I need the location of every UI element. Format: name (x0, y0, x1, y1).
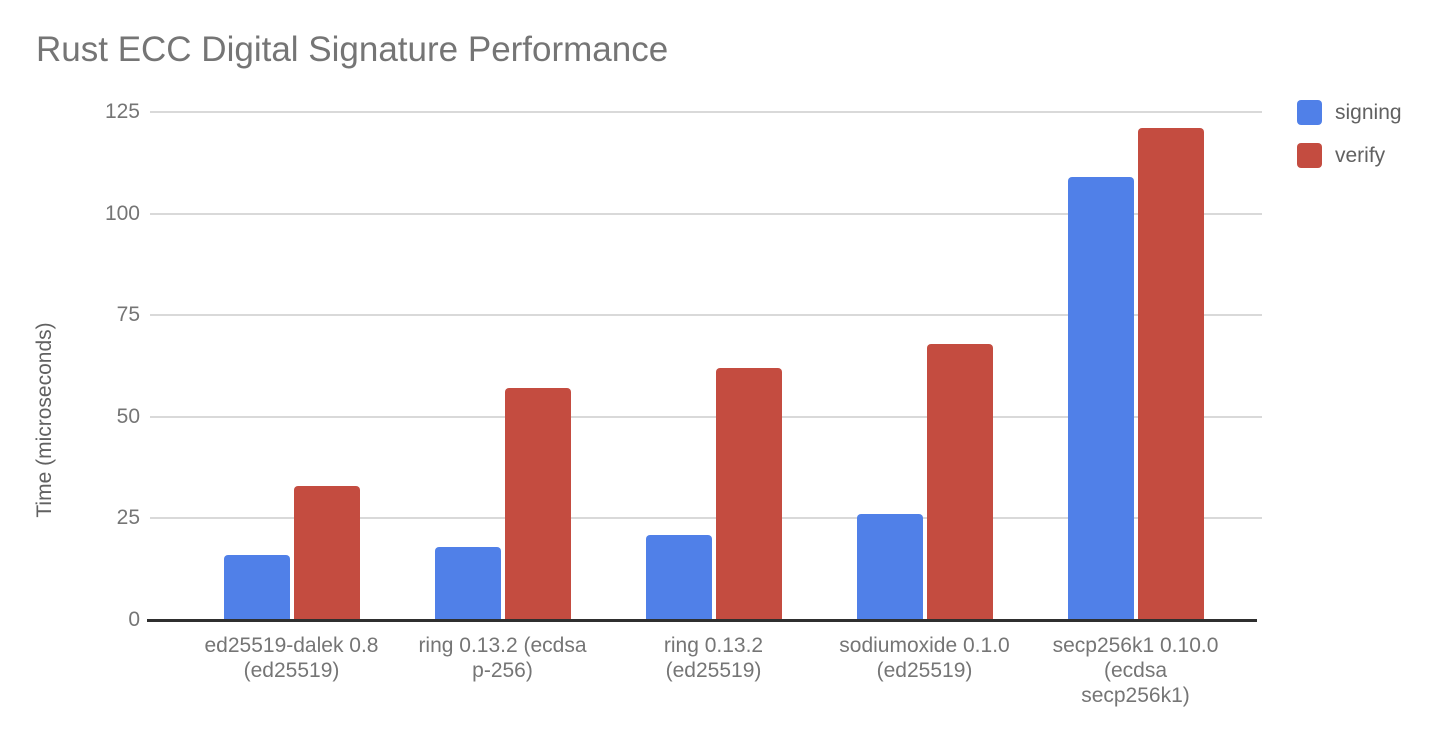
x-axis-label-0: ed25519-dalek 0.8 (ed25519) (204, 634, 379, 682)
category-group-3 (819, 112, 1030, 620)
x-axis-label-3: sodiumoxide 0.1.0 (ed25519) (839, 634, 1010, 682)
gridline-125 (150, 111, 1262, 113)
legend-swatch-verify (1297, 143, 1322, 168)
bar-verify-4[interactable] (1137, 128, 1204, 620)
y-tick-label-25: 25 (116, 506, 140, 530)
bar-signing-4[interactable] (1067, 177, 1134, 620)
legend: signing verify (1297, 100, 1402, 168)
x-axis-label-4: secp256k1 0.10.0 (ecdsa secp256k1) (1052, 634, 1219, 707)
category-group-1 (397, 112, 608, 620)
bar-verify-2[interactable] (715, 368, 782, 620)
gridline-50 (150, 415, 1262, 418)
gridline-75 (150, 314, 1262, 317)
legend-item-verify: verify (1297, 143, 1402, 168)
legend-label-verify: verify (1335, 143, 1386, 167)
y-tick-label-125: 125 (104, 100, 140, 123)
y-tick-label-0: 0 (128, 608, 140, 631)
bars-region (186, 112, 1241, 620)
category-group-0 (186, 112, 397, 620)
legend-item-signing: signing (1297, 100, 1402, 125)
y-tick-label-100: 100 (104, 201, 140, 225)
bar-signing-1[interactable] (434, 546, 501, 620)
x-axis-category-labels: ed25519-dalek 0.8 (ed25519) ring 0.13.2 (e… (186, 633, 1241, 708)
bar-signing-2[interactable] (645, 534, 712, 620)
legend-label-signing: signing (1335, 100, 1402, 124)
category-group-4 (1030, 112, 1241, 620)
bar-signing-3[interactable] (856, 514, 923, 620)
y-tick-label-50: 50 (116, 404, 140, 428)
bar-verify-1[interactable] (504, 388, 571, 620)
gridline-25 (150, 517, 1262, 520)
category-group-2 (608, 112, 819, 620)
x-axis-line (147, 619, 1257, 622)
gridline-100 (150, 212, 1262, 215)
bar-verify-0[interactable] (293, 485, 360, 620)
y-axis-tick-labels: 0 25 50 75 100 125 (0, 101, 140, 631)
chart-title: Rust ECC Digital Signature Performance (36, 30, 669, 69)
bar-verify-3[interactable] (926, 343, 993, 620)
y-tick-label-75: 75 (116, 303, 140, 327)
bar-signing-0[interactable] (223, 554, 290, 620)
x-axis-label-2: ring 0.13.2 (ed25519) (663, 634, 764, 682)
legend-swatch-signing (1297, 100, 1322, 125)
plot-area (147, 111, 1262, 622)
x-axis-label-1: ring 0.13.2 (ecdsa p-256) (418, 634, 587, 682)
